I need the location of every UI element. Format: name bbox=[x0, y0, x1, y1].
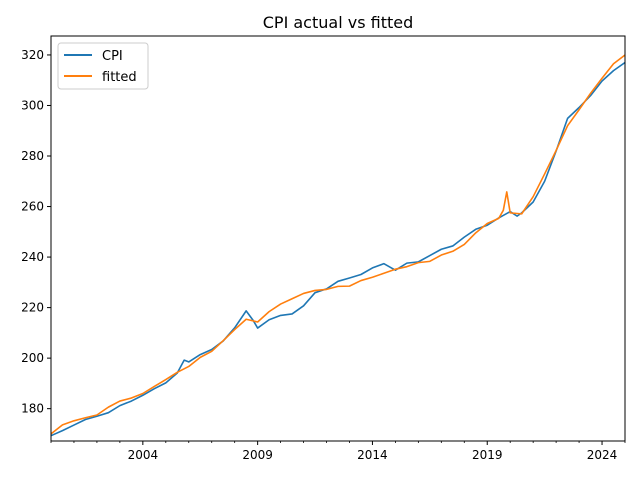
axes: 2004 2009 2014 2019 2024 180 200 220 240 260 280 30… bbox=[21, 35, 626, 462]
y-tick-label: 180 bbox=[21, 402, 44, 416]
legend-label-cpi: CPI bbox=[102, 49, 123, 64]
x-tick-label: 2014 bbox=[357, 448, 388, 462]
y-tick-label: 320 bbox=[21, 48, 44, 62]
x-tick-label: 2024 bbox=[587, 448, 618, 462]
x-tick-label: 2019 bbox=[472, 448, 503, 462]
plot-area bbox=[51, 54, 625, 437]
y-tick-label: 260 bbox=[21, 200, 44, 214]
y-tick-label: 280 bbox=[21, 149, 44, 163]
y-tick-label: 240 bbox=[21, 250, 44, 264]
series-line-fitted bbox=[51, 54, 625, 435]
x-tick-label: 2004 bbox=[128, 448, 159, 462]
y-tick-label: 300 bbox=[21, 98, 44, 112]
y-tick-label: 200 bbox=[21, 351, 44, 365]
y-tick-label: 220 bbox=[21, 301, 44, 315]
legend: CPI fitted bbox=[57, 42, 149, 90]
axes-frame bbox=[50, 35, 626, 442]
legend-label-fitted: fitted bbox=[102, 70, 137, 85]
chart-title: CPI actual vs fitted bbox=[263, 13, 414, 32]
x-tick-label: 2009 bbox=[242, 448, 273, 462]
